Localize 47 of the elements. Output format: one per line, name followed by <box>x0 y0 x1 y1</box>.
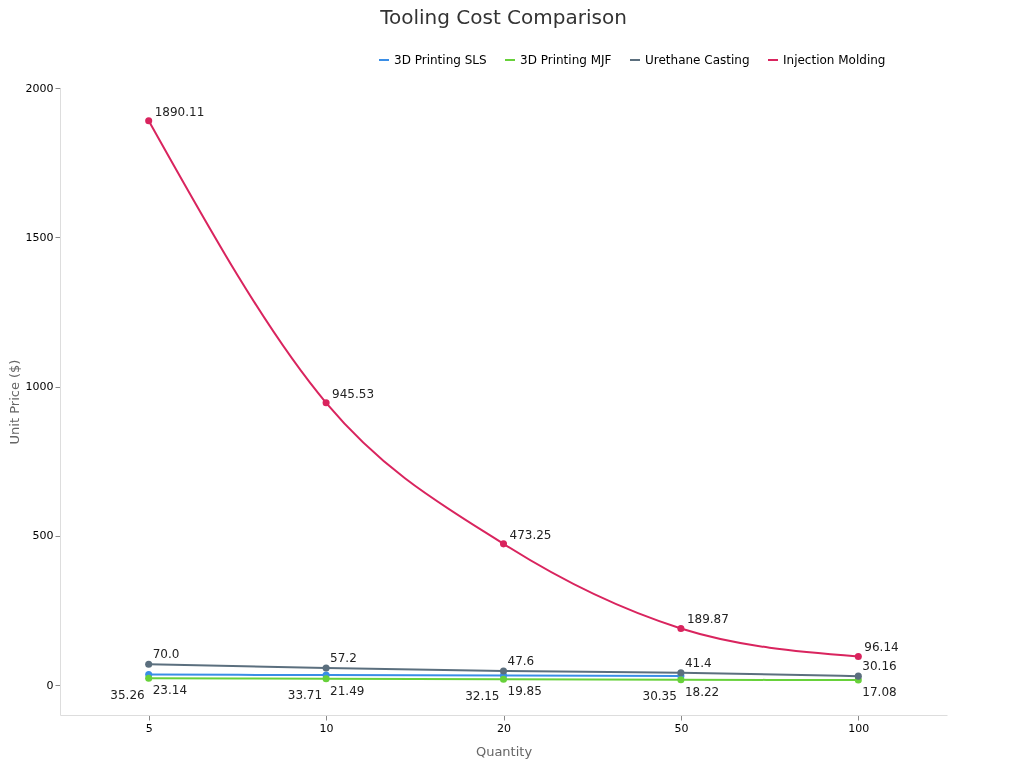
y-axis-title: Unit Price ($) <box>6 359 22 445</box>
data-label: 96.14 <box>864 640 899 655</box>
x-tick-label: 50 <box>674 721 689 735</box>
y-tick-label: 1500 <box>25 230 54 244</box>
data-label: 17.08 <box>862 685 897 700</box>
y-tick-label: 1000 <box>25 380 54 394</box>
data-label: 32.15 <box>465 688 500 703</box>
data-label: 189.87 <box>686 612 729 627</box>
legend-label: Injection Molding <box>783 53 886 67</box>
point <box>499 540 508 548</box>
point <box>145 117 153 125</box>
legend-label: 3D Printing SLS <box>394 53 487 67</box>
data-label: 19.85 <box>507 684 542 699</box>
data-label: 47.6 <box>507 653 535 668</box>
point <box>854 672 862 680</box>
point <box>322 675 330 683</box>
y-tick-label: 0 <box>46 678 54 692</box>
point <box>677 624 685 632</box>
point <box>322 664 330 672</box>
x-tick-label: 20 <box>497 721 511 735</box>
y-tick-label: 2000 <box>25 81 54 95</box>
data-label: 18.22 <box>684 684 720 699</box>
data-label: 30.35 <box>642 689 677 704</box>
data-label: 1890.11 <box>154 104 205 119</box>
data-label: 33.71 <box>287 688 323 703</box>
data-label: 35.26 <box>110 687 145 702</box>
legend-label: 3D Printing MJF <box>520 53 612 67</box>
point <box>499 667 508 675</box>
legend-label: Urethane Casting <box>645 53 750 67</box>
data-label: 70.0 <box>152 647 180 662</box>
x-tick-label: 10 <box>319 721 334 735</box>
point <box>145 660 153 668</box>
data-label: 30.16 <box>862 659 897 674</box>
data-label: 23.14 <box>152 683 188 698</box>
x-axis-title: Quantity <box>475 743 533 759</box>
chart-title: Tooling Cost Comparison <box>379 5 627 29</box>
point <box>854 652 862 660</box>
data-label: 473.25 <box>509 527 552 542</box>
data-label: 945.53 <box>332 386 375 401</box>
data-label: 41.4 <box>684 655 712 670</box>
data-label: 21.49 <box>330 683 365 698</box>
x-tick-label: 100 <box>848 721 870 735</box>
y-tick-label: 500 <box>32 529 54 543</box>
data-label: 57.2 <box>330 651 357 666</box>
point <box>677 676 685 684</box>
x-tick-label: 5 <box>145 721 153 735</box>
point <box>322 399 330 407</box>
